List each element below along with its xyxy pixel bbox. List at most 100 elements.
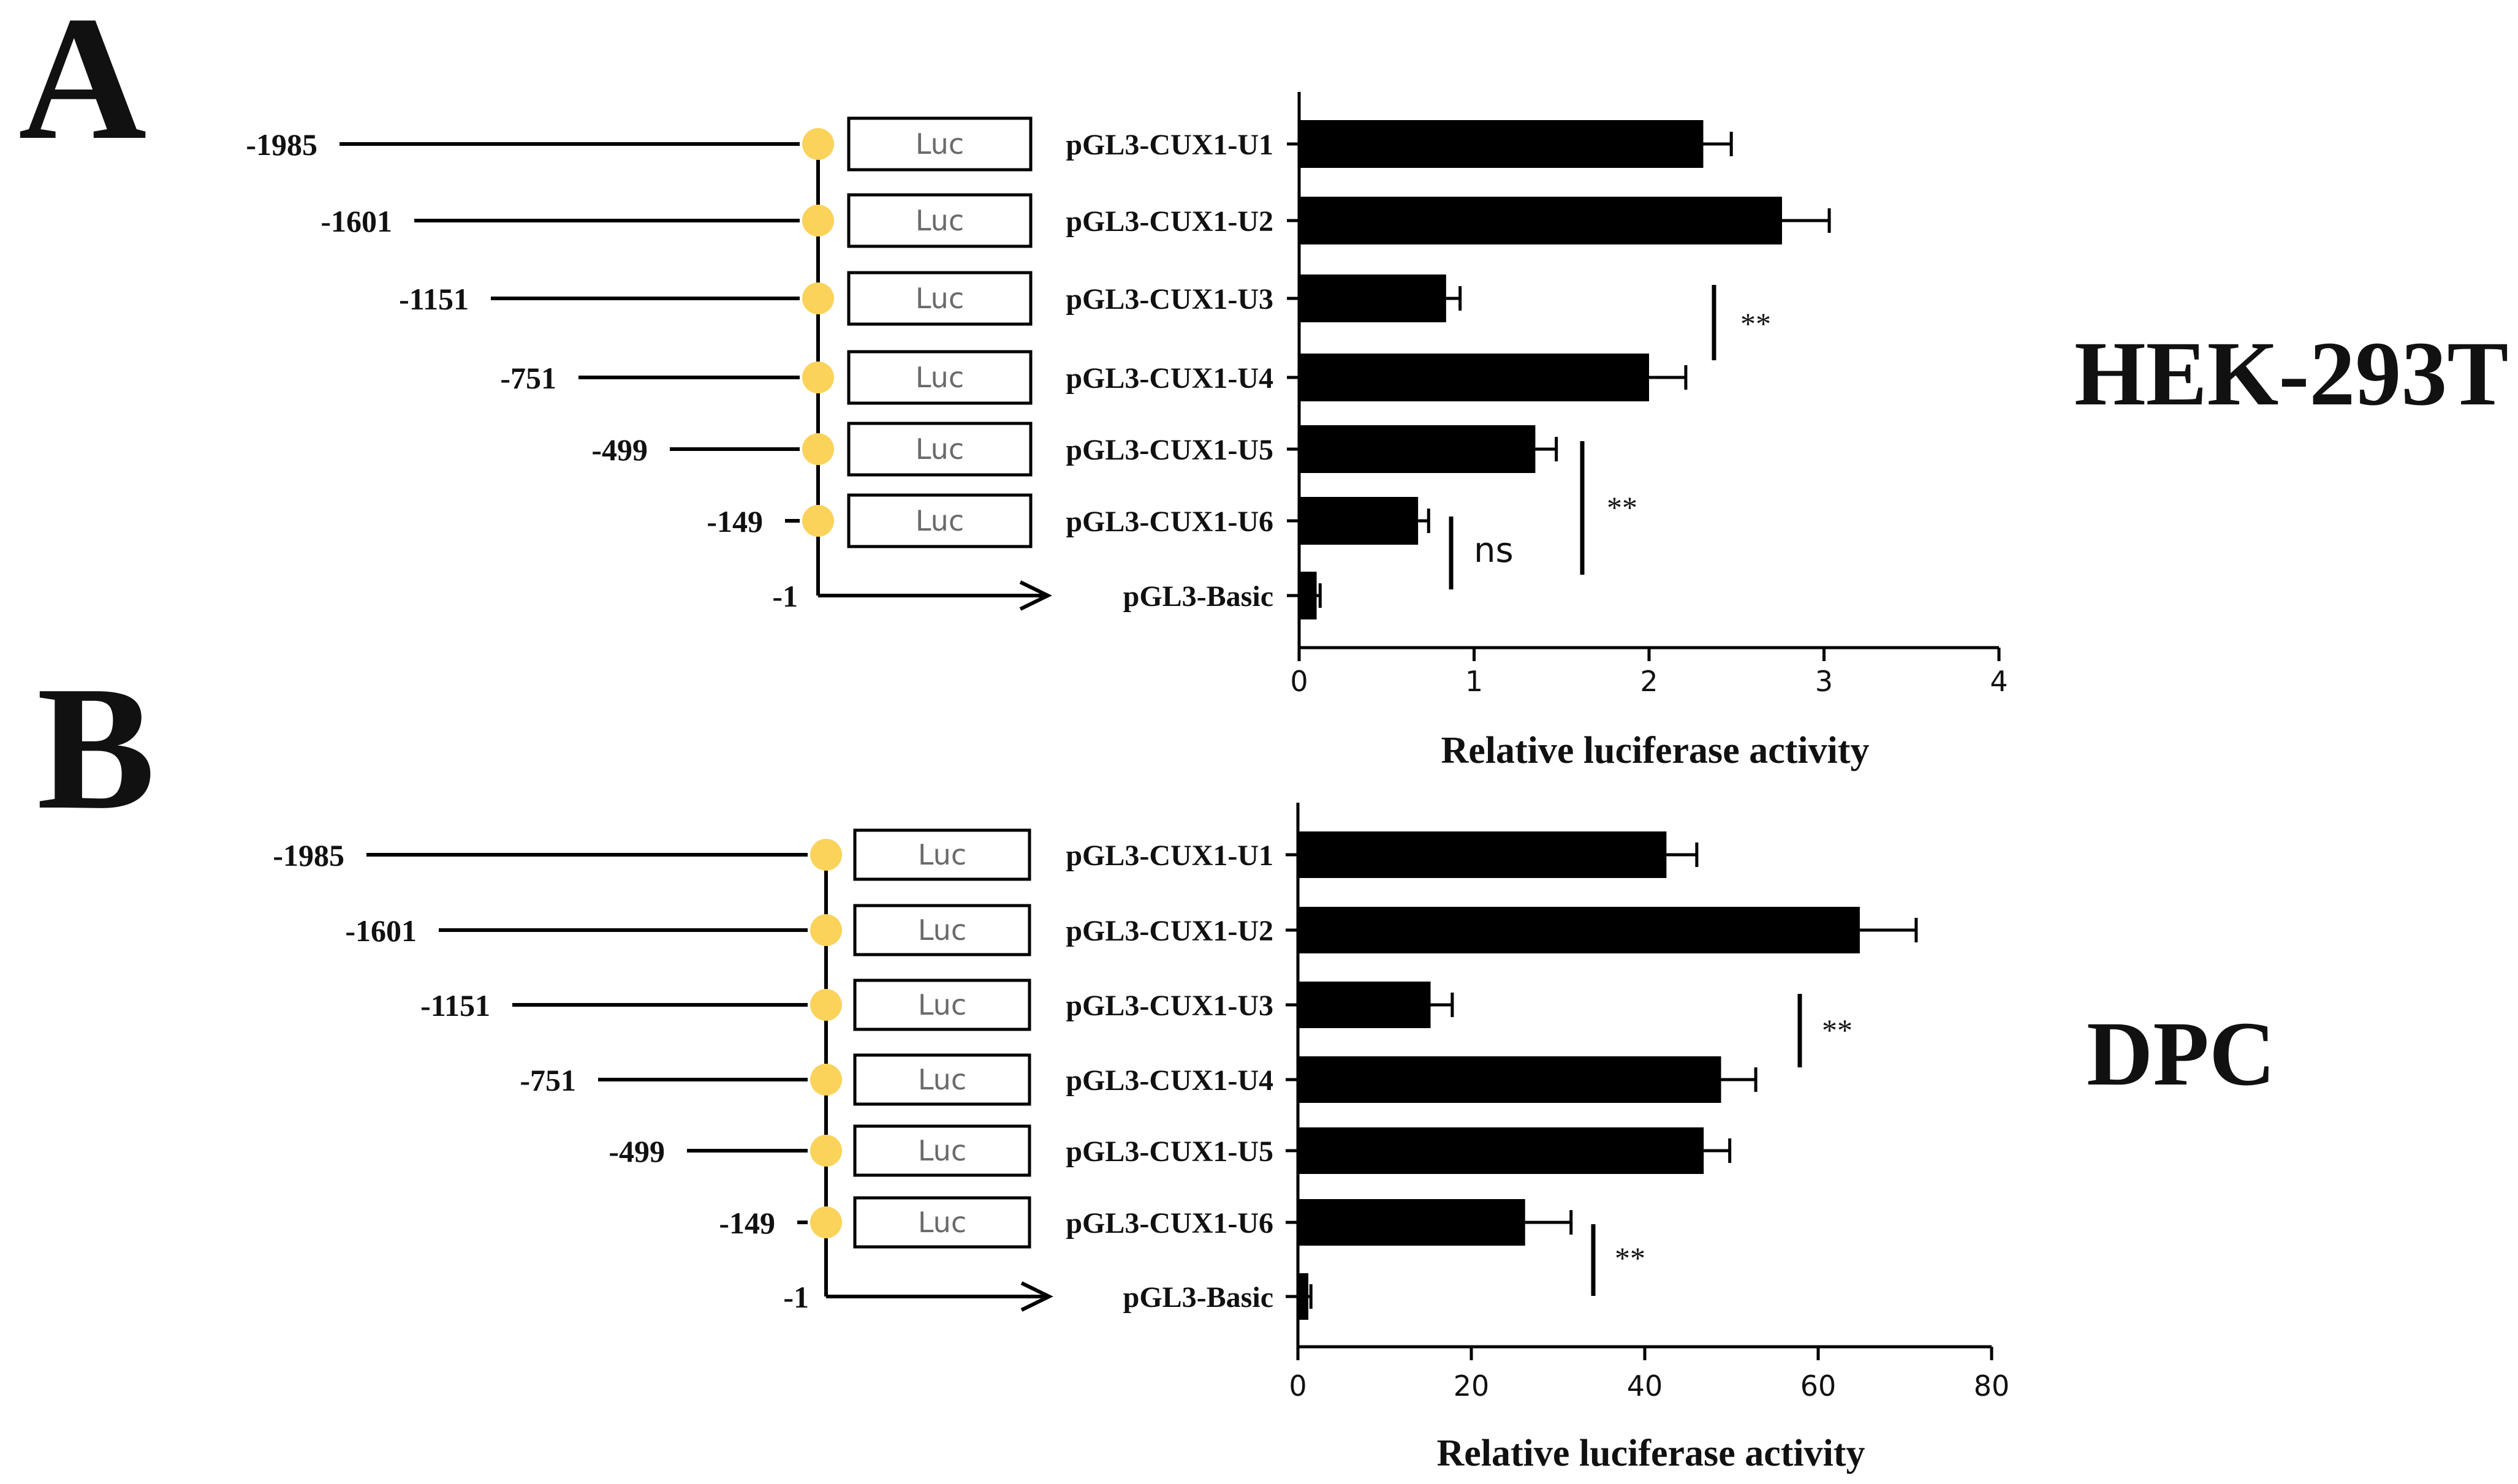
panel-letter: A [18, 0, 146, 176]
construct-diagram: -1985 Luc-1601 Luc-1151 Luc-751 Luc-499 Luc-1… [273, 828, 1053, 1314]
luc-label: Luc [916, 204, 964, 237]
luc-box [847, 271, 1033, 326]
position-label: -1 [783, 1280, 809, 1314]
promoter-dot-icon [802, 282, 834, 314]
construct-diagram: -1985 Luc-1601 Luc-1151 Luc-751 Luc-499 Luc-1… [246, 116, 1052, 613]
category-label: pGL3-CUX1-U5 [1066, 1135, 1273, 1168]
construct-row: -1985 Luc [273, 828, 1031, 881]
category-label: pGL3-CUX1-U1 [1066, 129, 1273, 161]
construct-row: -1 [772, 579, 798, 613]
luc-label: Luc [916, 282, 964, 315]
category-label: pGL3-CUX1-U6 [1066, 1207, 1273, 1240]
category-label: pGL3-CUX1-U4 [1066, 1064, 1273, 1097]
category-label: pGL3-CUX1-U2 [1066, 915, 1273, 947]
promoter-dot-icon [802, 505, 834, 537]
panel-letter: B [37, 649, 155, 846]
bar [1299, 572, 1317, 619]
cell-line-title: DPC [2087, 1003, 2275, 1105]
arrow-head-icon [1020, 1281, 1053, 1312]
x-tick-label: 4 [1990, 665, 2008, 698]
category-label: pGL3-CUX1-U5 [1066, 434, 1273, 466]
bar [1298, 1056, 1721, 1103]
position-label: -149 [707, 504, 763, 539]
construct-row: -1985 Luc [246, 116, 1033, 172]
category-label: pGL3-CUX1-U6 [1066, 505, 1273, 538]
category-label: pGL3-CUX1-U3 [1066, 990, 1273, 1022]
luc-label: Luc [916, 127, 964, 161]
x-axis-title: Relative luciferase activity [1437, 1433, 1865, 1474]
position-label: -1985 [246, 127, 317, 162]
promoter-dot-icon [810, 1064, 842, 1096]
x-tick-label: 60 [1800, 1369, 1837, 1403]
construct-row: -1601 Luc [320, 193, 1033, 248]
category-label: pGL3-CUX1-U2 [1066, 205, 1273, 238]
luc-label: Luc [916, 504, 964, 537]
construct-row: -1151 Luc [420, 979, 1031, 1031]
luc-box [847, 422, 1033, 477]
significance-ns-label: ns [1474, 531, 1514, 570]
luc-label: Luc [918, 1134, 966, 1167]
luc-label: Luc [918, 1063, 966, 1096]
bar [1299, 497, 1419, 545]
position-label: -751 [500, 361, 556, 395]
bar [1298, 1127, 1704, 1174]
position-label: -1985 [273, 838, 344, 873]
luc-box [853, 1196, 1031, 1249]
promoter-dot-icon [802, 128, 834, 160]
luc-box [853, 1053, 1031, 1106]
luc-box [847, 116, 1033, 172]
x-tick-label: 20 [1454, 1369, 1490, 1403]
promoter-dot-icon [810, 1206, 842, 1238]
x-tick-label: 0 [1290, 665, 1308, 698]
panel-a: A HEK-293T -1985 Luc -1601 Luc -1151 Luc -751 Luc… [18, 0, 2508, 771]
promoter-dot-icon [810, 914, 842, 946]
bar [1299, 425, 1536, 473]
bar [1298, 982, 1431, 1028]
construct-row: -499 Luc [591, 422, 1033, 477]
luc-box [853, 828, 1031, 881]
construct-row: -499 Luc [609, 1124, 1031, 1177]
arrow-head-icon [1019, 580, 1052, 611]
construct-row: -1151 Luc [399, 271, 1033, 326]
position-label: -1601 [320, 204, 392, 238]
promoter-dot-icon [810, 1135, 842, 1167]
bar [1299, 354, 1649, 401]
promoter-dot-icon [810, 989, 842, 1021]
luc-label: Luc [918, 838, 966, 871]
category-label: pGL3-CUX1-U1 [1066, 839, 1273, 872]
luc-box [847, 350, 1033, 405]
x-tick-label: 40 [1627, 1369, 1663, 1403]
x-tick-label: 0 [1289, 1369, 1306, 1403]
bar-chart: 0 20 40 60 80 Relative luciferase activity pGL… [1066, 803, 2009, 1474]
luc-label: Luc [916, 361, 964, 394]
promoter-dot-icon [802, 205, 834, 237]
construct-row: -149 Luc [707, 493, 1033, 548]
luc-label: Luc [918, 988, 966, 1021]
position-label: -1601 [345, 914, 417, 948]
significance-star-label: ** [1822, 1013, 1852, 1047]
bar [1298, 1273, 1308, 1320]
promoter-dot-icon [802, 362, 834, 393]
bar [1298, 1199, 1525, 1246]
position-label: -751 [520, 1063, 576, 1097]
luc-label: Luc [916, 433, 964, 466]
category-label: pGL3-CUX1-U3 [1066, 283, 1273, 316]
luc-label: Luc [918, 1206, 966, 1239]
category-label: pGL3-Basic [1123, 1281, 1273, 1314]
significance-star-label: ** [1740, 306, 1771, 341]
construct-row: -1 [783, 1280, 809, 1314]
cell-line-title: HEK-293T [2074, 323, 2508, 425]
x-tick-label: 80 [1974, 1369, 2010, 1403]
position-label: -1151 [399, 282, 469, 316]
construct-row: -1601 Luc [345, 904, 1031, 956]
construct-row: -751 Luc [500, 350, 1033, 405]
bar [1298, 907, 1860, 953]
construct-row: -751 Luc [520, 1053, 1031, 1106]
luc-box [847, 493, 1033, 548]
category-label: pGL3-Basic [1123, 580, 1273, 613]
luc-box [853, 1124, 1031, 1177]
bar [1298, 831, 1667, 878]
position-label: -499 [609, 1134, 665, 1168]
x-axis-title: Relative luciferase activity [1441, 730, 1870, 771]
